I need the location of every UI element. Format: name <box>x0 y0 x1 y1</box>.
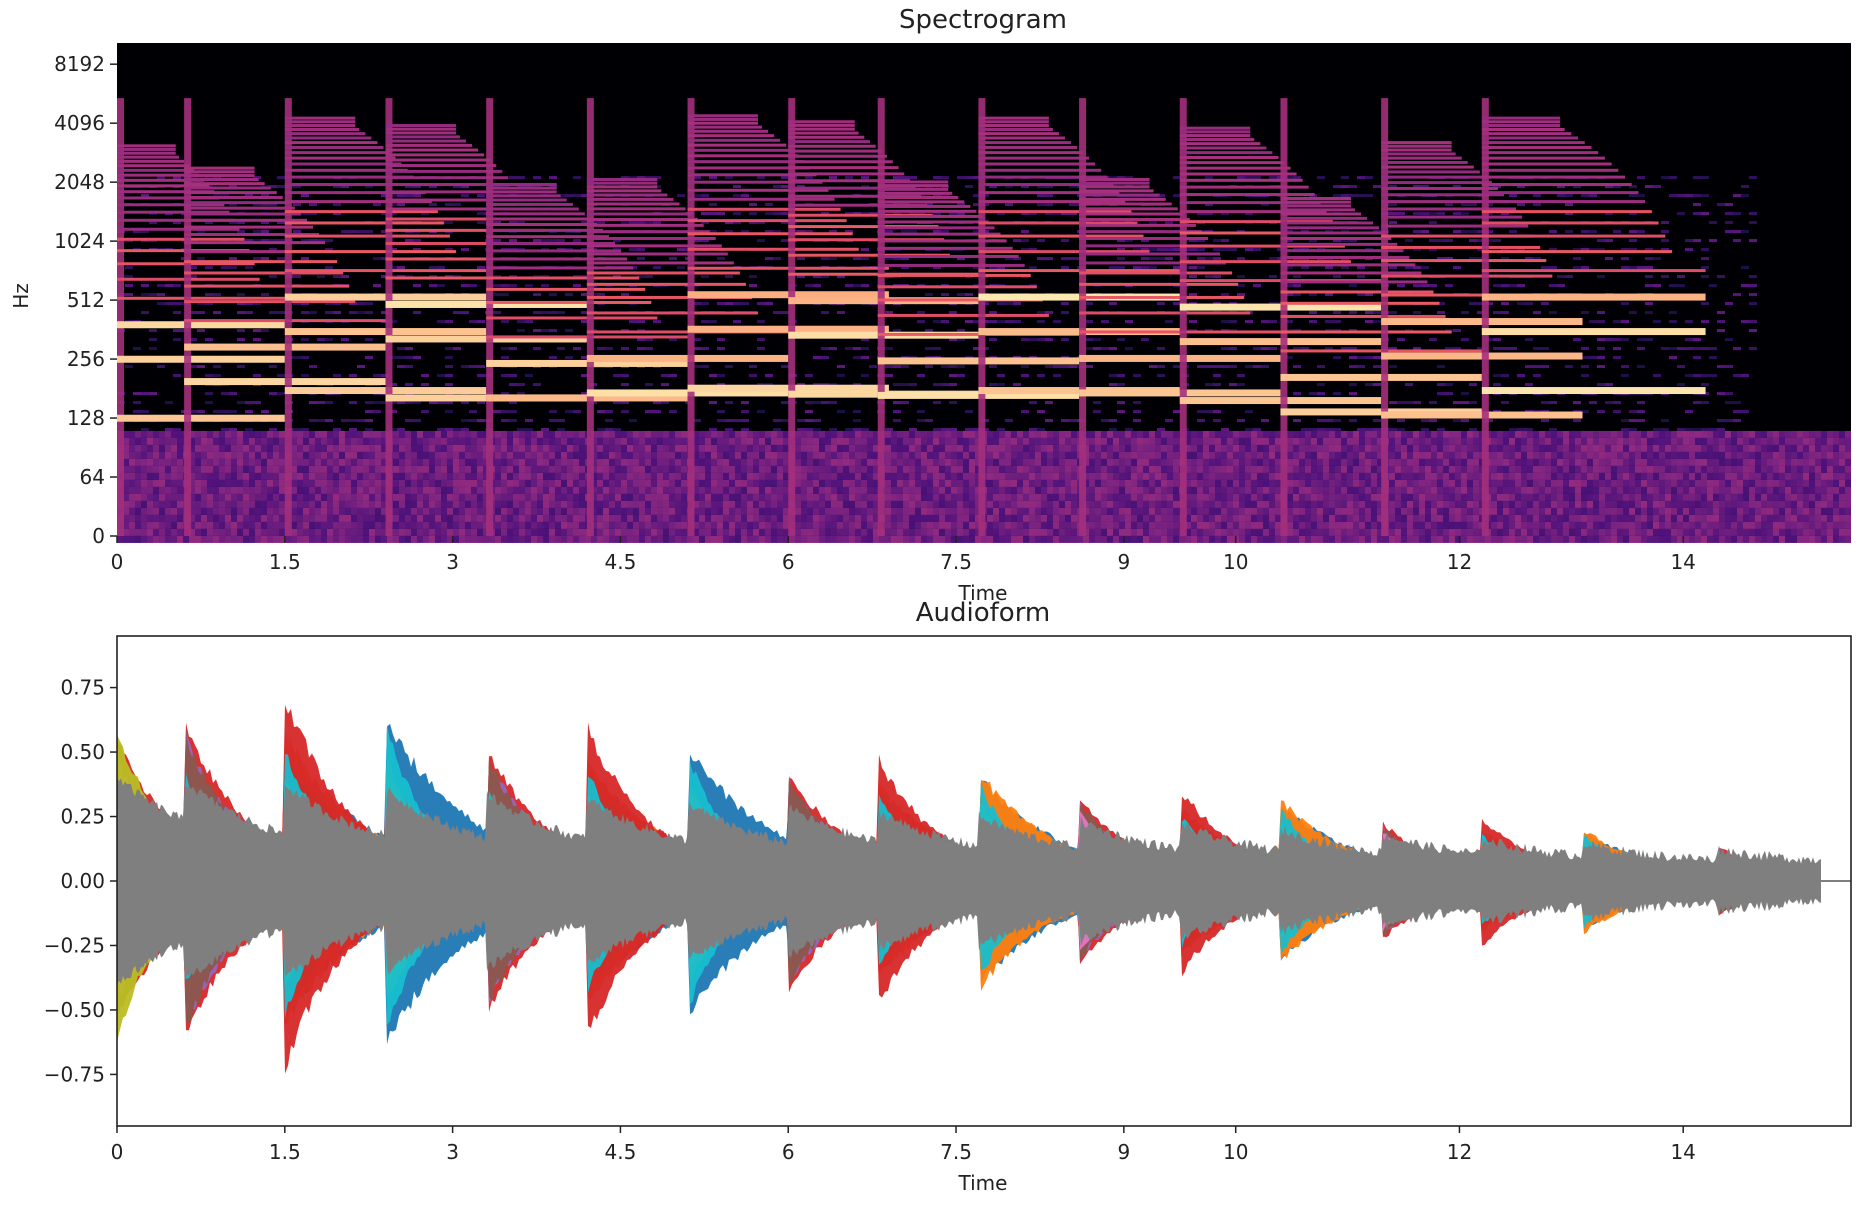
audioform-x-label: Time <box>958 1171 1008 1195</box>
spectrogram-y-tick-label: 512 <box>67 288 105 312</box>
spectrogram-x-tick-label: 10 <box>1223 550 1248 574</box>
audioform-y-tick-label: −0.75 <box>44 1062 105 1086</box>
spectrogram-y-tick-label: 1024 <box>54 229 105 253</box>
spectrogram-y-label: Hz <box>9 283 33 309</box>
audioform-x-tick-label: 6 <box>782 1140 795 1164</box>
spectrogram-x-tick-label: 4.5 <box>605 550 637 574</box>
audioform-x-tick-label: 14 <box>1670 1140 1695 1164</box>
spectrogram-x-tick-label: 7.5 <box>940 550 972 574</box>
audioform-y-tick-label: 0.75 <box>60 676 105 700</box>
spectrogram-x-tick-label: 6 <box>782 550 795 574</box>
audioform-panel: Audioform −0.75 −0.50 −0.25 0.00 0.25 0.50 0.7… <box>44 598 1852 1195</box>
spectrogram-title: Spectrogram <box>899 5 1067 35</box>
audioform-y-tick-label: −0.25 <box>44 933 105 957</box>
audioform-y-tick-label: −0.50 <box>44 998 105 1022</box>
audioform-x-tick-label: 7.5 <box>940 1140 972 1164</box>
spectrogram-x-ticks: 0 1.5 3 4.5 6 7.5 9 10 12 14 <box>111 536 1696 574</box>
audioform-x-tick-label: 4.5 <box>605 1140 637 1164</box>
audioform-y-tick-label: 0.00 <box>60 869 105 893</box>
audioform-title: Audioform <box>916 598 1051 628</box>
audioform-x-tick-label: 10 <box>1223 1140 1248 1164</box>
audioform-y-tick-label: 0.50 <box>60 740 105 764</box>
audioform-x-ticks: 0 1.5 3 4.5 6 7.5 9 10 12 14 <box>111 1126 1696 1164</box>
spectrogram-x-tick-label: 0 <box>111 550 124 574</box>
spectrogram-x-tick-label: 12 <box>1447 550 1472 574</box>
spectrogram-y-tick-label: 2048 <box>54 170 105 194</box>
audioform-x-tick-label: 9 <box>1117 1140 1130 1164</box>
spectrogram-y-tick-label: 0 <box>92 524 105 548</box>
spectrogram-panel: Spectrogram 0 64 128 256 512 1024 2048 4096 8192… <box>9 5 1851 605</box>
spectrogram-y-tick-label: 64 <box>80 465 105 489</box>
spectrogram-note <box>486 98 688 536</box>
spectrogram-y-tick-label: 4096 <box>54 111 105 135</box>
spectrogram-note <box>1481 98 1706 536</box>
spectrogram-x-label: Time <box>958 581 1008 605</box>
spectrogram-x-tick-label: 9 <box>1117 550 1130 574</box>
audioform-y-tick-label: 0.25 <box>60 805 105 829</box>
audioform-y-ticks: −0.75 −0.50 −0.25 0.00 0.25 0.50 0.75 <box>44 676 117 1086</box>
audioform-x-tick-label: 1.5 <box>269 1140 301 1164</box>
spectrogram-image <box>117 98 1851 543</box>
spectrogram-x-tick-label: 1.5 <box>269 550 301 574</box>
spectrogram-y-tick-label: 8192 <box>54 52 105 76</box>
spectrogram-x-tick-label: 14 <box>1670 550 1695 574</box>
audioform-x-tick-label: 0 <box>111 1140 124 1164</box>
audioform-x-tick-label: 12 <box>1447 1140 1472 1164</box>
spectrogram-y-tick-label: 128 <box>67 406 105 430</box>
spectrogram-y-tick-label: 256 <box>67 347 105 371</box>
spectrogram-note <box>184 98 386 536</box>
audioform-waveforms <box>117 704 1851 1074</box>
spectrogram-y-ticks: 0 64 128 256 512 1024 2048 4096 8192 <box>54 52 117 548</box>
spectrogram-note <box>1280 98 1482 536</box>
spectrogram-x-tick-label: 3 <box>446 550 459 574</box>
audioform-x-tick-label: 3 <box>446 1140 459 1164</box>
